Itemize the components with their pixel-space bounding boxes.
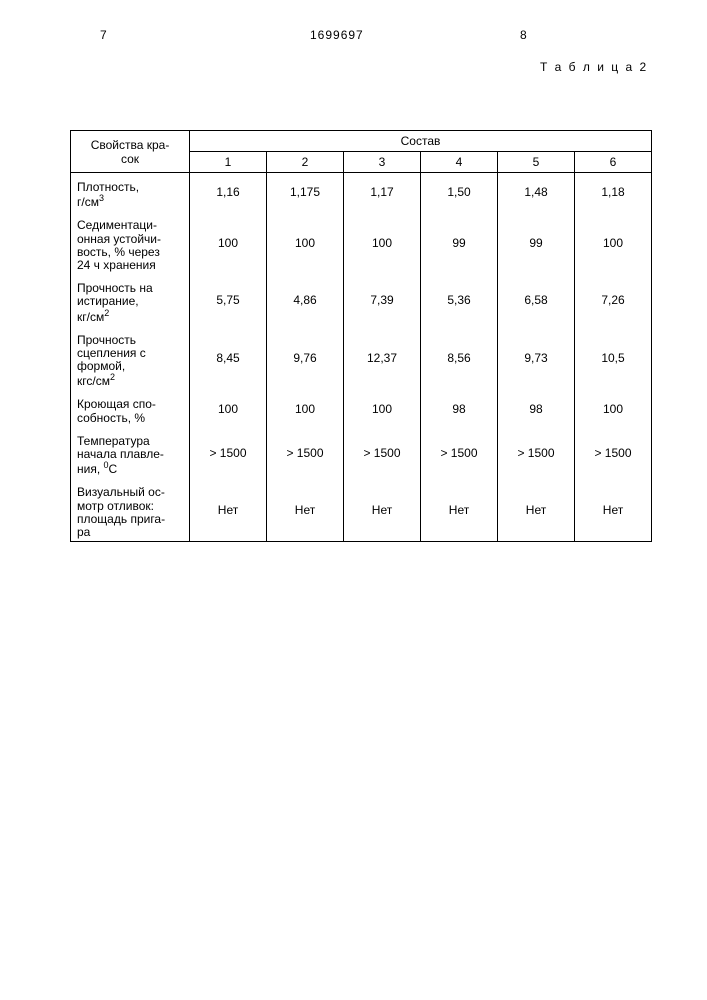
- cell-value: 1,50: [421, 173, 498, 212]
- cell-value: 100: [267, 211, 344, 274]
- cell-value: 100: [575, 211, 652, 274]
- cell-value: Нет: [344, 478, 421, 541]
- col-header: 4: [421, 152, 498, 173]
- page-header: 7 1699697 8 Т а б л и ц а 2: [0, 0, 707, 130]
- page-number-right: 8: [520, 28, 527, 42]
- cell-value: 6,58: [498, 274, 575, 326]
- cell-value: 9,73: [498, 326, 575, 391]
- table-row: Визуальный ос-мотр отливок:площадь прига…: [71, 478, 652, 541]
- cell-value: Нет: [498, 478, 575, 541]
- cell-value: Нет: [421, 478, 498, 541]
- table-row: Седиментаци-онная устойчи-вость, % через…: [71, 211, 652, 274]
- cell-value: 1,48: [498, 173, 575, 212]
- cell-value: 100: [190, 211, 267, 274]
- row-label: Визуальный ос-мотр отливок:площадь прига…: [71, 478, 190, 541]
- cell-value: 7,39: [344, 274, 421, 326]
- cell-value: 1,16: [190, 173, 267, 212]
- row-label: Прочность наистирание,кг/см2: [71, 274, 190, 326]
- col-header: 2: [267, 152, 344, 173]
- data-table: Свойства кра-сок Состав 1 2 3 4 5 6 Плот…: [70, 130, 652, 542]
- table-head: Свойства кра-сок Состав 1 2 3 4 5 6: [71, 131, 652, 173]
- table-row: Плотность,г/см31,161,1751,171,501,481,18: [71, 173, 652, 212]
- cell-value: 7,26: [575, 274, 652, 326]
- cell-value: 9,76: [267, 326, 344, 391]
- cell-value: 99: [421, 211, 498, 274]
- col-header: 5: [498, 152, 575, 173]
- cell-value: Нет: [190, 478, 267, 541]
- table-row: Прочность наистирание,кг/см25,754,867,39…: [71, 274, 652, 326]
- cell-value: 100: [344, 211, 421, 274]
- document-number: 1699697: [310, 28, 364, 42]
- row-label: Плотность,г/см3: [71, 173, 190, 212]
- table-caption: Т а б л и ц а 2: [540, 60, 648, 74]
- cell-value: 98: [498, 390, 575, 426]
- row-label: Прочностьсцепления сформой,кгс/см2: [71, 326, 190, 391]
- cell-value: 8,45: [190, 326, 267, 391]
- cell-value: > 1500: [267, 427, 344, 479]
- cell-value: 10,5: [575, 326, 652, 391]
- cell-value: 1,18: [575, 173, 652, 212]
- col-header: 6: [575, 152, 652, 173]
- cell-value: Нет: [575, 478, 652, 541]
- cell-value: 100: [575, 390, 652, 426]
- cell-value: 100: [190, 390, 267, 426]
- table-row: Кроющая спо-собность, %1001001009898100: [71, 390, 652, 426]
- cell-value: 100: [267, 390, 344, 426]
- cell-value: > 1500: [344, 427, 421, 479]
- col-header: 3: [344, 152, 421, 173]
- cell-value: 99: [498, 211, 575, 274]
- row-label: Температураначала плавле-ния, 0С: [71, 427, 190, 479]
- row-header-title: Свойства кра-сок: [71, 131, 190, 173]
- cell-value: 5,36: [421, 274, 498, 326]
- cell-value: > 1500: [190, 427, 267, 479]
- col-header: 1: [190, 152, 267, 173]
- row-label: Кроющая спо-собность, %: [71, 390, 190, 426]
- table-container: Свойства кра-сок Состав 1 2 3 4 5 6 Плот…: [0, 130, 707, 542]
- table-row: Температураначала плавле-ния, 0С> 1500> …: [71, 427, 652, 479]
- cell-value: 98: [421, 390, 498, 426]
- table-body: Плотность,г/см31,161,1751,171,501,481,18…: [71, 173, 652, 542]
- cell-value: > 1500: [421, 427, 498, 479]
- row-label: Седиментаци-онная устойчи-вость, % через…: [71, 211, 190, 274]
- cell-value: 1,17: [344, 173, 421, 212]
- cell-value: 12,37: [344, 326, 421, 391]
- cell-value: 8,56: [421, 326, 498, 391]
- group-header: Состав: [190, 131, 652, 152]
- cell-value: 100: [344, 390, 421, 426]
- cell-value: Нет: [267, 478, 344, 541]
- page-number-left: 7: [100, 28, 107, 42]
- cell-value: 5,75: [190, 274, 267, 326]
- cell-value: 1,175: [267, 173, 344, 212]
- cell-value: > 1500: [498, 427, 575, 479]
- table-row: Прочностьсцепления сформой,кгс/см28,459,…: [71, 326, 652, 391]
- cell-value: > 1500: [575, 427, 652, 479]
- cell-value: 4,86: [267, 274, 344, 326]
